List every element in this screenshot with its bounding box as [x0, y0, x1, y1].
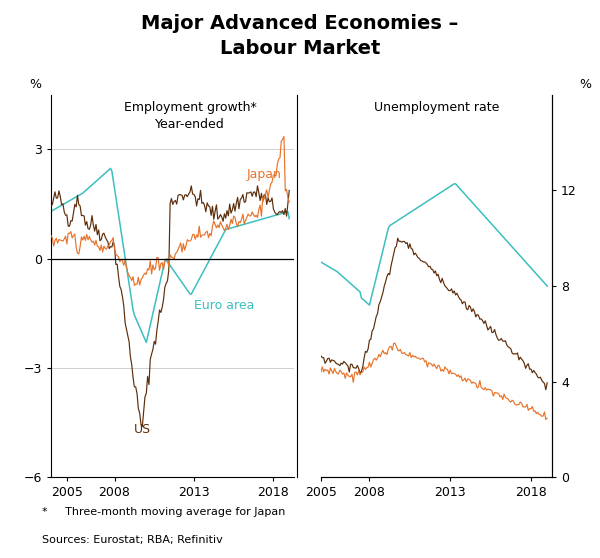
Text: *     Three-month moving average for Japan: * Three-month moving average for Japan: [42, 507, 286, 517]
Text: %: %: [580, 78, 592, 91]
Text: %: %: [29, 78, 41, 91]
Text: Sources: Eurostat; RBA; Refinitiv: Sources: Eurostat; RBA; Refinitiv: [42, 535, 223, 545]
Text: Major Advanced Economies –
Labour Market: Major Advanced Economies – Labour Market: [142, 14, 458, 58]
Text: Japan: Japan: [247, 169, 281, 181]
Text: US: US: [134, 424, 151, 436]
Text: Employment growth*
Year-ended: Employment growth* Year-ended: [124, 100, 257, 131]
Text: Euro area: Euro area: [194, 300, 254, 312]
Text: Unemployment rate: Unemployment rate: [374, 100, 499, 114]
